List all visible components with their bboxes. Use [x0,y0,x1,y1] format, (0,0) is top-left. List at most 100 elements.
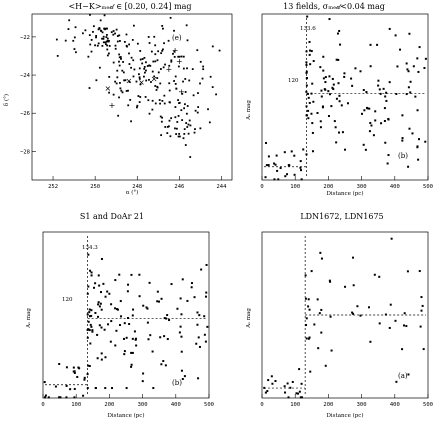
star-point [399,48,402,51]
x-tick-label: 0 [260,184,263,190]
map-star-point [183,128,186,131]
map-star-point [108,52,110,55]
map-star-point [145,61,147,64]
map-star-point [148,78,150,81]
map-star-point [168,64,171,67]
star-point [369,43,372,46]
star-point [308,49,311,52]
map-star-point [211,45,214,48]
map-star-point [119,40,121,42]
star-point [305,84,308,87]
map-star-point [156,86,159,89]
star-point [203,333,206,336]
map-star-point [148,42,151,44]
map-star-point [73,36,76,39]
map-star-point [176,127,178,130]
map-star-point [95,79,98,82]
map-star-point [183,107,186,110]
star-point [299,160,302,163]
map-star-point [123,40,126,43]
star-point [43,381,46,384]
star-point [407,86,410,89]
star-point [114,344,117,347]
map-star-point [211,86,214,89]
star-point [73,387,76,390]
star-point [330,349,333,352]
map-star-point [161,24,164,27]
star-point [329,280,332,283]
star-point [401,139,404,142]
star-point [407,70,410,73]
map-star-point [89,13,91,16]
map-star-point [127,104,130,107]
star-point [147,338,150,341]
star-point [407,165,410,168]
star-point [47,396,50,399]
map-star-point [114,80,117,83]
map-star-point [106,37,109,40]
map-star-point [114,32,116,35]
map-star-point [141,58,144,60]
map-star-point [118,96,120,99]
panel-c-annotation: 120 [62,297,73,303]
star-point [290,150,293,153]
star-point [378,275,381,278]
star-point [421,304,424,307]
map-star-point [168,82,171,85]
star-point [97,315,100,318]
star-point [160,363,163,366]
map-star-point [72,39,75,42]
map-star-point [99,19,102,22]
star-point [197,336,200,339]
star-point [83,376,86,379]
star-point [387,154,390,157]
map-star-point [194,128,196,131]
star-point [264,141,267,144]
star-point [304,297,307,300]
distance-extinction-panel-top: 13 fields, σₘₑ𝒹<0.04 mag Aᵥ mag Distance… [246,2,433,197]
map-star-point [209,75,212,78]
map-field-marker: × [151,74,158,83]
map-star-point [177,114,180,117]
map-star-point [102,35,105,38]
map-star-point [196,49,199,52]
star-point [123,350,126,353]
star-point [306,114,309,117]
star-point [88,329,91,332]
star-point [310,50,313,53]
map-star-point [122,61,124,63]
star-point [335,97,338,100]
star-point [158,300,161,303]
star-point [108,292,111,295]
star-point [123,353,126,356]
star-point [379,92,382,95]
star-point [65,384,68,387]
star-point [373,273,376,276]
map-star-point [156,77,159,79]
map-star-point [154,53,157,56]
map-star-point [166,126,169,128]
map-star-point [178,135,181,138]
star-point [305,70,308,73]
star-point [271,382,274,385]
map-star-point [136,42,139,45]
star-point [87,364,90,367]
map-star-point [143,67,146,70]
star-point [403,312,406,315]
panel-d-ylabel: Aᵥ mag [246,308,252,329]
star-point [374,110,377,113]
star-point [306,15,309,18]
map-star-point [89,43,92,46]
panel-b-title: 13 fields, σₘₑ𝒹<0.04 mag [283,2,385,11]
star-point [420,296,423,299]
star-point [346,102,349,105]
star-point [390,237,393,240]
star-point [361,112,364,115]
map-star-point [192,94,195,97]
star-point [302,148,305,151]
star-point [333,120,336,123]
map-star-point [181,92,184,95]
map-star-point [103,27,105,30]
star-point [308,336,311,339]
map-star-point [186,39,189,42]
